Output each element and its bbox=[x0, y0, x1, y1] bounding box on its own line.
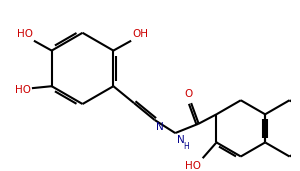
Text: OH: OH bbox=[132, 29, 148, 39]
Text: N: N bbox=[177, 135, 185, 145]
Text: N: N bbox=[157, 122, 164, 132]
Text: HO: HO bbox=[17, 29, 33, 39]
Text: H: H bbox=[184, 142, 189, 152]
Text: HO: HO bbox=[185, 161, 202, 171]
Text: HO: HO bbox=[15, 85, 31, 95]
Text: O: O bbox=[184, 89, 193, 99]
